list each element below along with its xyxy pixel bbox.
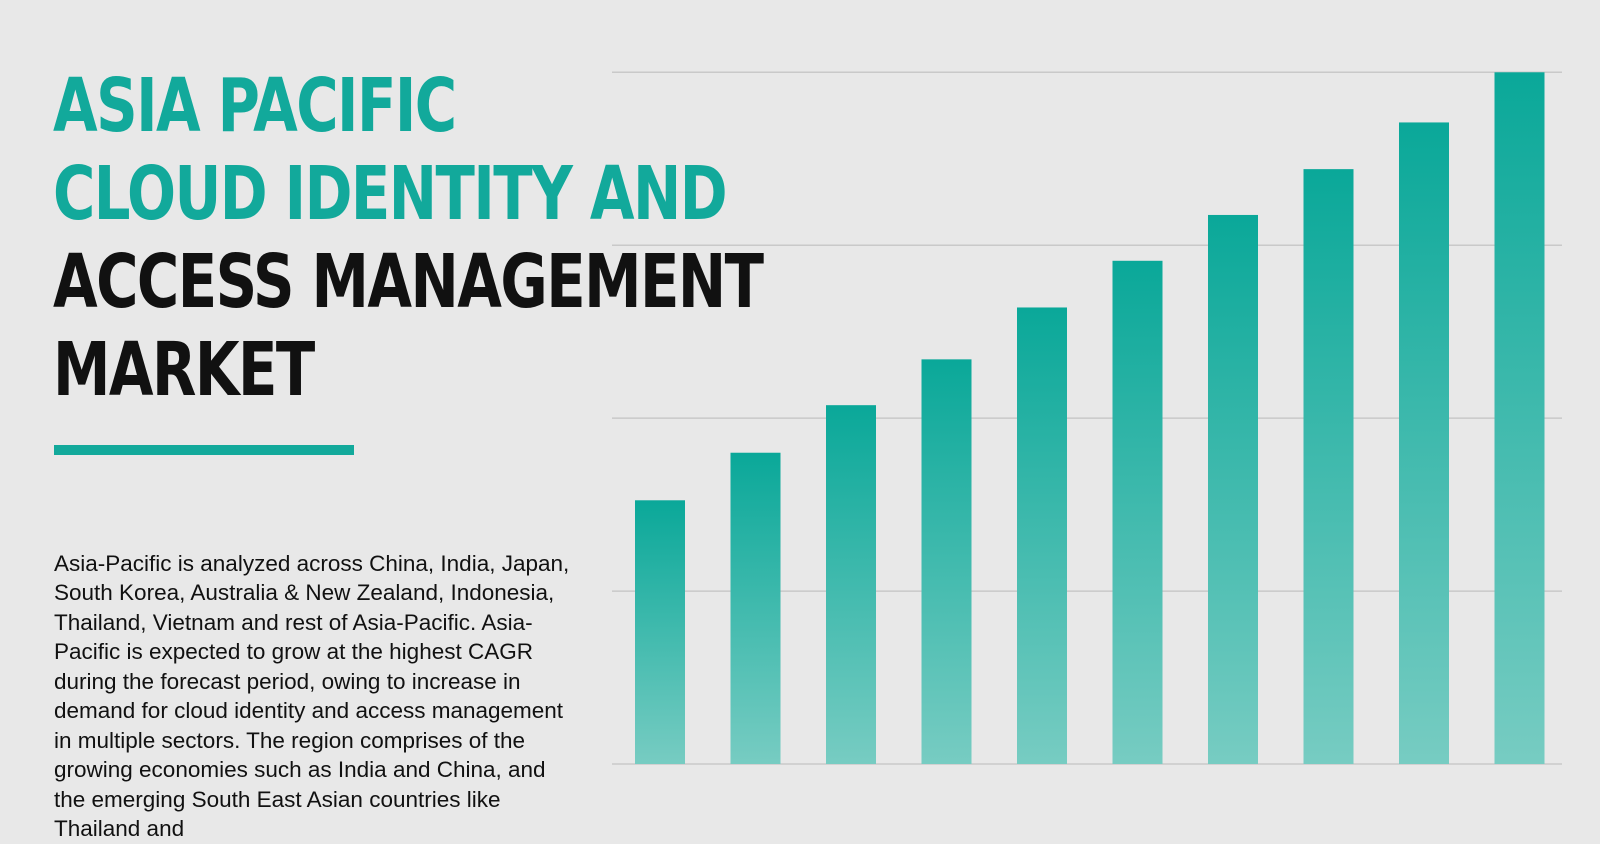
bar-2 [730, 452, 781, 764]
bar-3 [826, 405, 876, 764]
bar-6 [1112, 260, 1163, 764]
bar-10 [1494, 72, 1545, 765]
bar-8 [1303, 169, 1354, 764]
title-line-1: ASIA PACIFIC [53, 63, 457, 149]
bar-7 [1208, 214, 1258, 764]
page-title: ASIA PACIFIC CLOUD IDENTITY AND ACCESS M… [53, 62, 764, 414]
bar-9 [1399, 122, 1449, 764]
bar-chart [612, 71, 1562, 765]
description-text: Asia-Pacific is analyzed across China, I… [54, 550, 570, 842]
bar-1 [635, 500, 685, 764]
title-divider [54, 445, 354, 455]
bar-5 [1017, 307, 1067, 764]
title-line-4: MARKET [53, 327, 315, 413]
bar-4 [921, 359, 972, 764]
bars [635, 72, 1545, 765]
